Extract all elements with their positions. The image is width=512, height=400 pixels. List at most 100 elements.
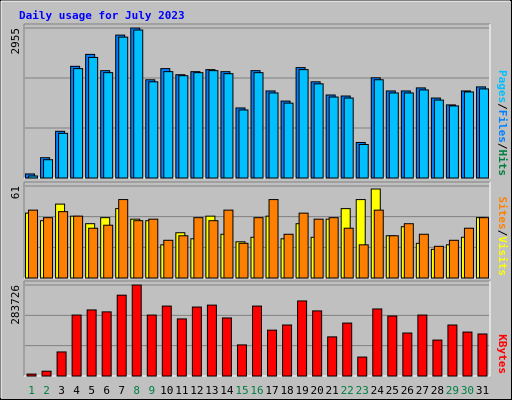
x-tick-label: 18 [280, 384, 293, 397]
bar [223, 73, 234, 179]
x-tick-label: 4 [73, 384, 80, 397]
bar [478, 88, 489, 179]
bar [148, 81, 159, 179]
bar [176, 318, 187, 377]
x-tick-label: 29 [446, 384, 459, 397]
x-tick-label: 22 [341, 384, 354, 397]
x-tick-label: 7 [118, 384, 125, 397]
bar [41, 370, 52, 377]
bar [478, 217, 489, 279]
legend: KBytes [496, 334, 509, 374]
x-tick-label: 17 [265, 384, 278, 397]
bar [208, 220, 219, 279]
bar [28, 209, 39, 279]
legend: Pages/Files/Hits [496, 70, 509, 176]
x-tick-label: 5 [88, 384, 95, 397]
bar [103, 72, 114, 179]
x-tick-label: 16 [250, 384, 263, 397]
x-tick-label: 8 [133, 384, 140, 397]
bar [253, 72, 264, 179]
bar [118, 36, 129, 179]
bar [236, 344, 247, 377]
legend-label: Pages [496, 70, 509, 103]
x-tick-label: 28 [431, 384, 444, 397]
legend-label: Files [496, 110, 509, 143]
bar [238, 242, 249, 279]
bar [28, 175, 39, 179]
bar [403, 223, 414, 279]
bar [463, 227, 474, 279]
bar [268, 199, 279, 279]
x-tick-label: 11 [175, 384, 188, 397]
bar [387, 315, 398, 377]
bar [313, 83, 324, 179]
bar [178, 235, 189, 279]
bar [357, 356, 368, 377]
legend-sep: / [496, 143, 509, 150]
bar [402, 332, 413, 377]
y-tick-label: 2955 [9, 28, 22, 55]
bar [298, 212, 309, 279]
legend-label: Hits [496, 150, 509, 177]
x-tick-label: 10 [160, 384, 173, 397]
bar [73, 215, 84, 279]
legend-sep: / [496, 230, 509, 237]
bar [418, 89, 429, 179]
x-tick-label: 6 [103, 384, 110, 397]
bar [358, 143, 369, 179]
bar [103, 224, 114, 279]
bar [133, 29, 144, 179]
bar [432, 339, 443, 377]
bar [206, 304, 217, 377]
bar [118, 199, 129, 279]
bar [101, 311, 112, 377]
x-tick-label: 21 [326, 384, 339, 397]
bar [283, 102, 294, 179]
bar [26, 373, 37, 377]
bar [116, 294, 127, 377]
x-tick-label: 3 [58, 384, 65, 397]
bar [433, 245, 444, 279]
x-tick-label: 12 [190, 384, 203, 397]
x-tick-label: 20 [311, 384, 324, 397]
bar [133, 220, 144, 279]
bar [448, 105, 459, 179]
bar [191, 306, 202, 377]
x-tick-label: 26 [401, 384, 414, 397]
bar [163, 239, 174, 279]
bar [223, 209, 234, 279]
x-tick-label: 24 [371, 384, 385, 397]
bar [73, 68, 84, 179]
bar [58, 211, 69, 279]
x-tick-label: 15 [235, 384, 248, 397]
x-tick-label: 13 [205, 384, 218, 397]
bar [358, 244, 369, 279]
bar [161, 305, 172, 377]
bar [283, 233, 294, 279]
bar [298, 69, 309, 179]
bar [313, 218, 324, 279]
x-tick-label: 19 [295, 384, 308, 397]
bar [282, 324, 293, 377]
legend-label: Visits [496, 236, 509, 276]
y-tick-label: 283726 [9, 285, 22, 325]
bar [312, 310, 323, 377]
bar [86, 309, 97, 377]
bar [373, 79, 384, 179]
bar [208, 70, 219, 179]
bar [448, 239, 459, 279]
bar [463, 91, 474, 179]
x-tick-label: 2 [43, 384, 50, 397]
bar [58, 132, 69, 179]
bar [328, 96, 339, 179]
bar [342, 322, 353, 377]
x-tick-label: 31 [476, 384, 489, 397]
bar [267, 329, 278, 377]
bar [462, 331, 473, 377]
bar [343, 227, 354, 279]
bar [418, 233, 429, 279]
legend-label: KBytes [496, 334, 509, 374]
x-tick-label: 1 [28, 384, 35, 397]
